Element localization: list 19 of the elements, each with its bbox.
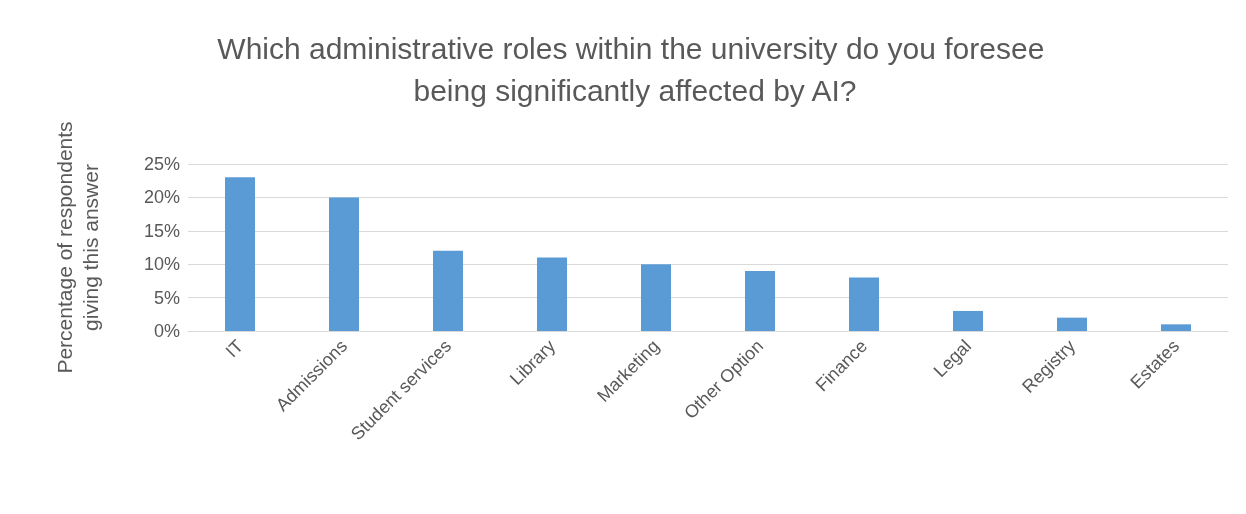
bar (953, 310, 983, 331)
y-tick-label: 0% (153, 321, 180, 341)
bar (641, 264, 671, 331)
bar (1161, 324, 1191, 331)
y-tick-label: 5% (153, 287, 180, 308)
bar (225, 177, 255, 331)
y-tick-label: 10% (143, 254, 180, 275)
bar (329, 197, 359, 331)
y-tick-label: 20% (143, 187, 180, 208)
chart-title: Which administrative roles within the university do you foresee being significantly affected by AI? (217, 31, 1053, 107)
bar (849, 277, 879, 331)
bar (433, 250, 463, 331)
y-tick-label: 25% (143, 154, 180, 174)
x-tick-label: IT (221, 335, 248, 362)
bar (537, 257, 567, 331)
bar (1057, 317, 1087, 331)
y-axis-title: Percentage of respondents giving this answer (52, 121, 102, 374)
bar (745, 270, 775, 331)
y-tick-label: 15% (143, 220, 180, 241)
